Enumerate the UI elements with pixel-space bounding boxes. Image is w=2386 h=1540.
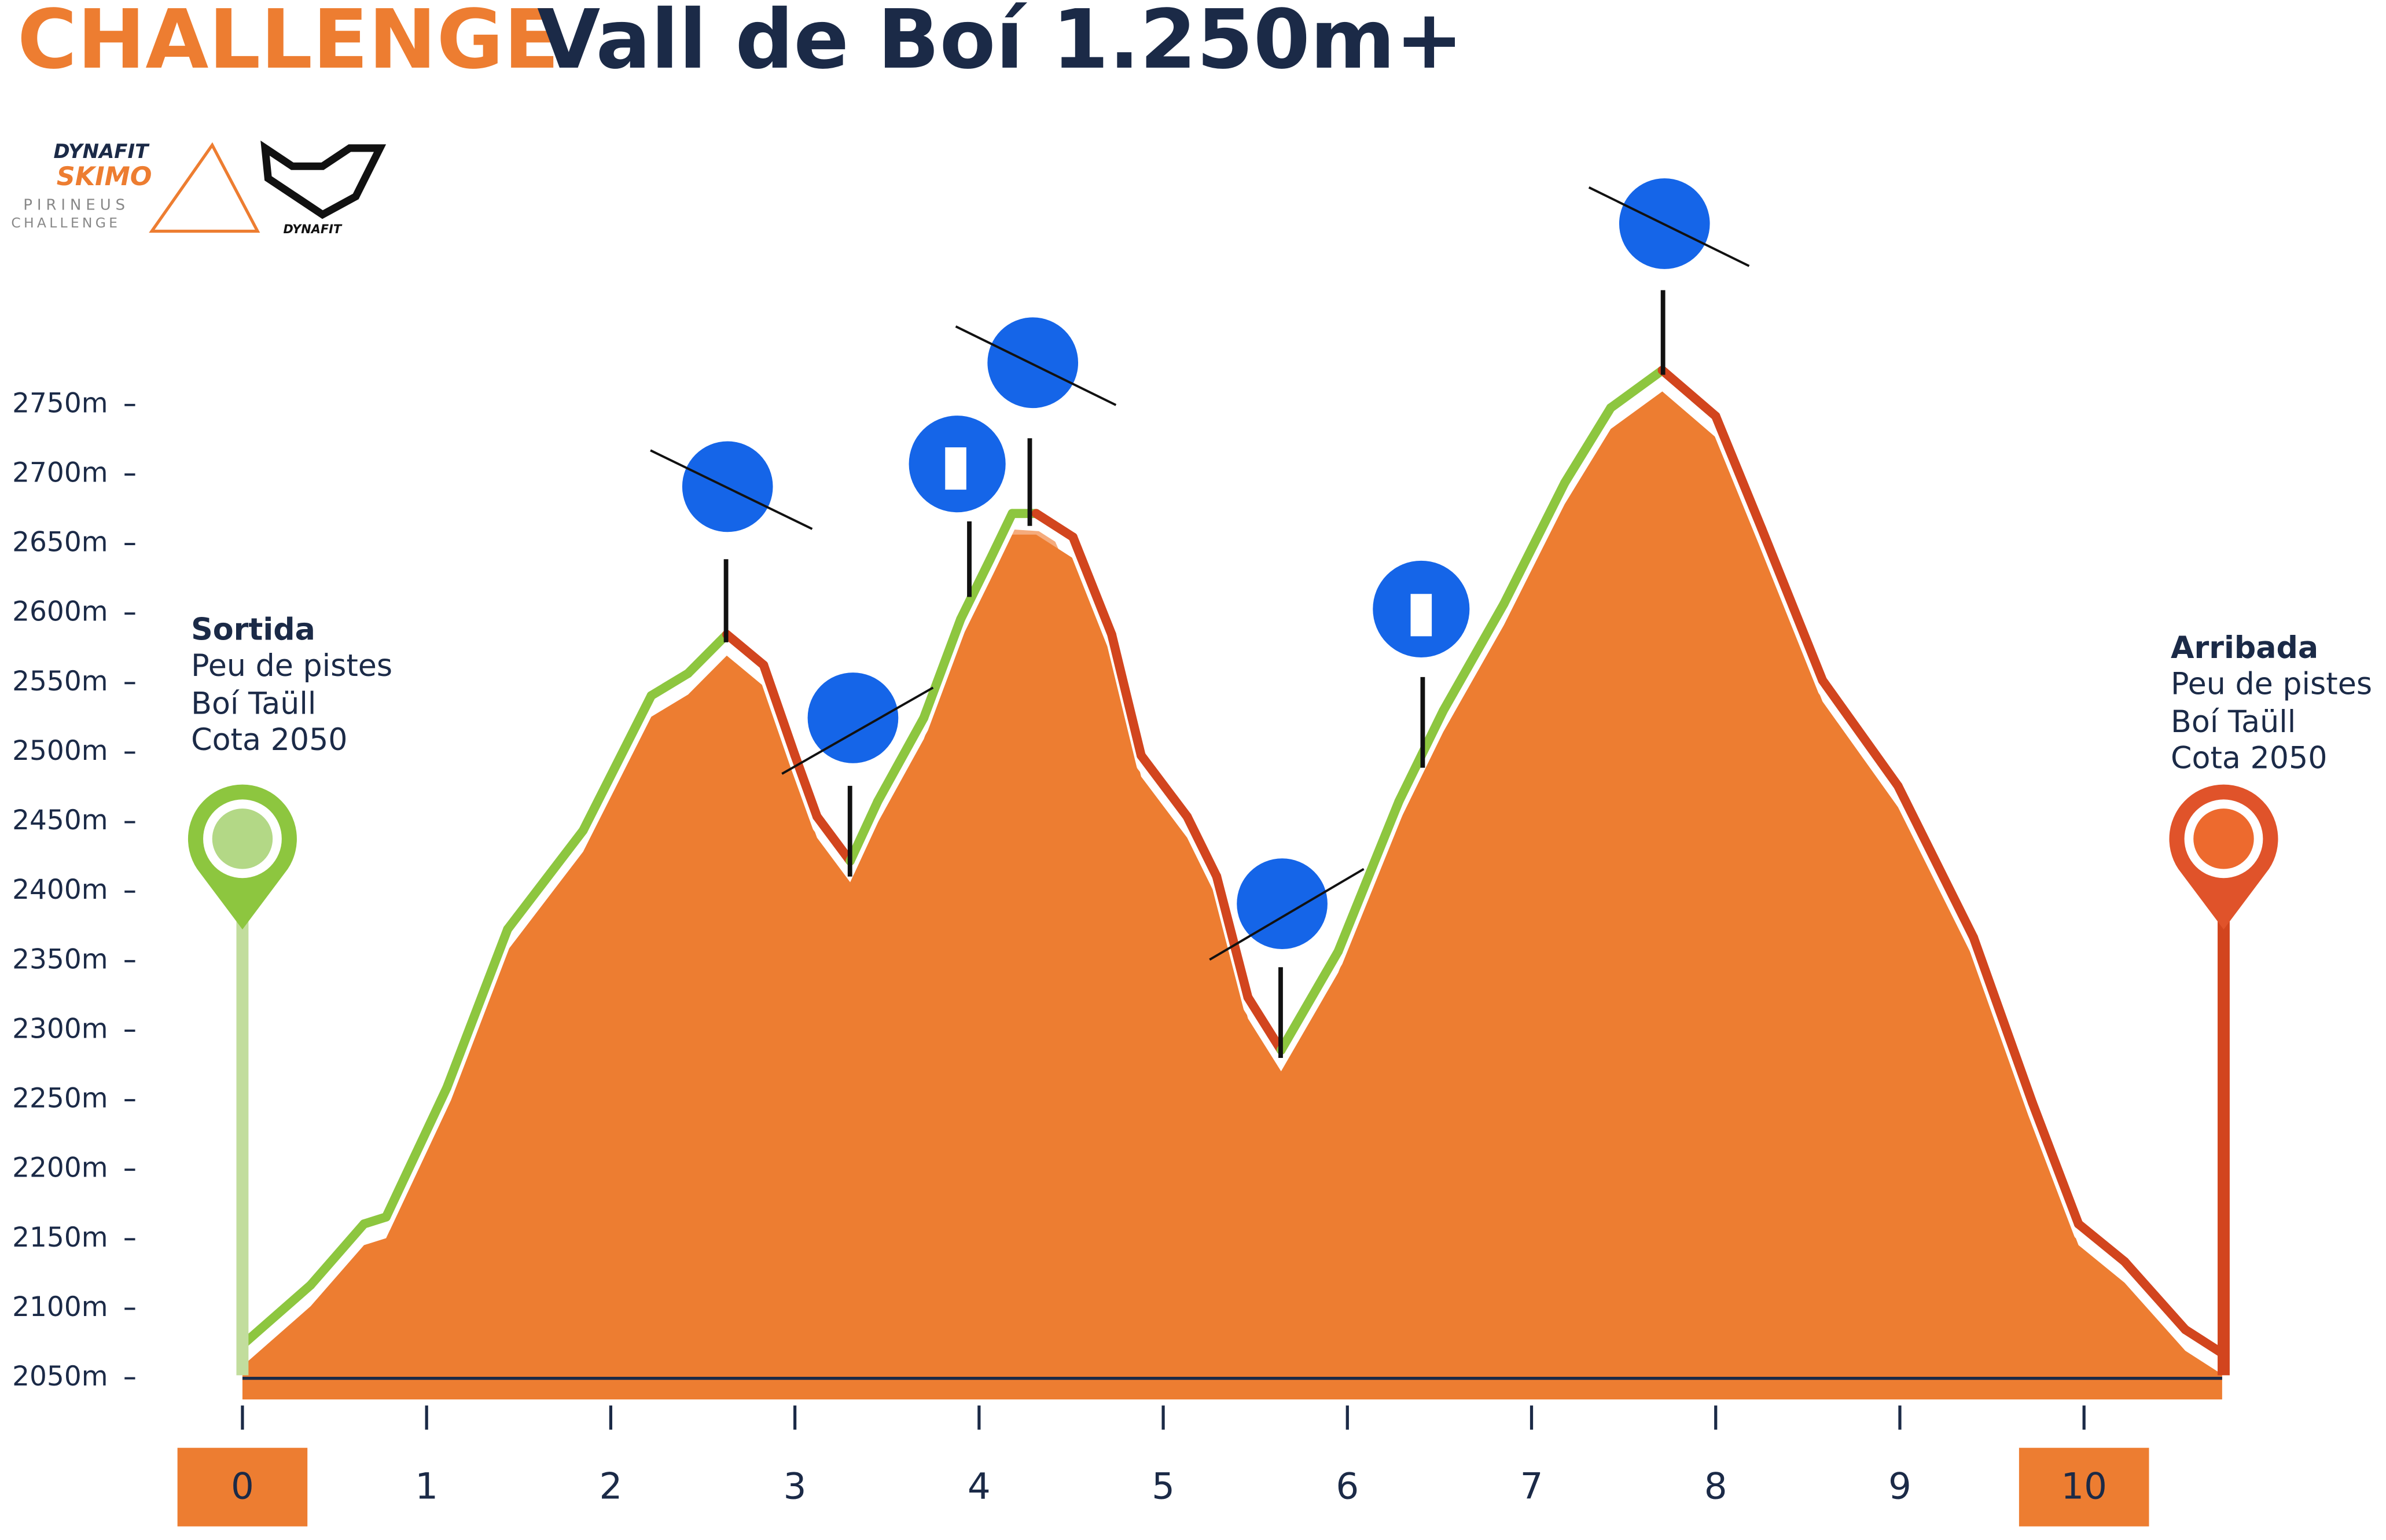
y-tick-label: 2050m: [12, 1361, 108, 1392]
y-tick-label: 2600m: [12, 596, 108, 628]
chart-title: CHALLENGE: [17, 0, 560, 87]
x-tick-label: 9: [1888, 1465, 1911, 1507]
route-segment: [790, 751, 822, 821]
route-segment: [442, 924, 513, 1093]
annotation: Arribada: [2171, 631, 2318, 666]
annotation: Cota 2050: [191, 723, 347, 758]
y-tick-label: 2100m: [12, 1291, 108, 1323]
x-tick-label: 0: [231, 1465, 254, 1507]
route-segment: [2120, 1256, 2190, 1335]
route-segment: [1711, 411, 1767, 534]
logo-cat: [260, 140, 387, 219]
chart-subtitle: Vall de Boí 1.250m+: [537, 0, 1464, 87]
route-segment: [1893, 781, 1979, 942]
route-segment: [1068, 532, 1116, 639]
y-tick-label: 2350m: [12, 943, 108, 975]
route-segment: [956, 554, 995, 624]
route-segment: [1243, 993, 1286, 1055]
x-tick-box: [2019, 1447, 2149, 1527]
x-tick-label: 5: [1152, 1465, 1175, 1507]
icons: [650, 178, 1750, 1058]
annotation: Cota 2050: [2171, 741, 2327, 776]
logo: DYNAFIT SKIMO PIRINEUS CHALLENGE DYNAFIT: [11, 140, 387, 236]
annotation: Boí Taüll: [2171, 705, 2296, 740]
route-segment: [1657, 365, 1720, 421]
route-segment: [1333, 796, 1404, 956]
annotation: Sortida: [191, 613, 315, 648]
route-segment: [1031, 509, 1078, 542]
route-segment: [986, 509, 1017, 564]
plot: [238, 365, 2227, 1400]
route-segment: [1107, 630, 1146, 760]
route-segment: [381, 1083, 452, 1222]
y-tick-label: 2200m: [12, 1152, 108, 1184]
route-segment: [759, 660, 800, 760]
y-tick-label: 2500m: [12, 735, 108, 767]
x-tick-label: 4: [968, 1465, 991, 1507]
route-segment: [1438, 599, 1509, 716]
y-tick-label: 2650m: [12, 527, 108, 558]
y-tick-label: 2250m: [12, 1083, 108, 1115]
logo-text: DYNAFIT: [283, 222, 342, 236]
y-tick-label: 2550m: [12, 666, 108, 697]
route-segment: [1182, 812, 1222, 881]
route-segment: [873, 713, 929, 806]
finish-pin: [2169, 784, 2278, 1376]
route-segment: [2028, 1098, 2083, 1229]
y-tick-label: 2450m: [12, 804, 108, 836]
x-tick-box: [177, 1447, 308, 1527]
route-segment: [1212, 872, 1253, 1002]
x-tick-label: 3: [784, 1465, 807, 1507]
route-segment: [578, 691, 656, 835]
x-tick-label: 1: [415, 1465, 438, 1507]
route-segment: [1969, 933, 2037, 1108]
logo-text: SKIMO: [57, 162, 152, 192]
x-tick-label: 7: [1520, 1465, 1543, 1507]
annotation: Boí Taüll: [191, 687, 316, 722]
annotation: Peu de pistes: [2171, 667, 2372, 702]
route-segment: [1606, 365, 1667, 413]
route-segment: [2073, 1219, 2130, 1266]
x-tick-label: 10: [2061, 1465, 2107, 1507]
route-segment: [1276, 947, 1343, 1055]
x-tick-label: 8: [1704, 1465, 1727, 1507]
y-tick-label: 2400m: [12, 874, 108, 906]
area: [242, 391, 2222, 1400]
y-tick-label: 2300m: [12, 1013, 108, 1045]
logo-text: DYNAFIT: [54, 140, 150, 163]
route-segment: [683, 630, 731, 678]
route-segment: [919, 614, 965, 723]
route-segment: [1137, 751, 1192, 821]
y-tick-label: 2700m: [12, 457, 108, 488]
y-tick-label: 2150m: [12, 1222, 108, 1254]
annotation: Peu de pistes: [191, 649, 392, 683]
route-segment: [503, 826, 588, 934]
route-segment: [1757, 524, 1828, 685]
route-segment: [2181, 1325, 2227, 1358]
logo-text: CHALLENGE: [11, 215, 120, 231]
x-tick-label: 2: [599, 1465, 622, 1507]
route-segment: [722, 630, 769, 670]
logo-text: PIRINEUS: [23, 197, 130, 214]
route-segment: [1499, 478, 1569, 609]
y-tick-label: 2750m: [12, 387, 108, 419]
route-segment: [812, 812, 855, 866]
route-segment: [238, 1280, 315, 1350]
route-segment: [845, 796, 883, 866]
route-segment: [1818, 675, 1903, 791]
start-pin: [188, 784, 297, 1376]
x-tick-label: 6: [1336, 1465, 1359, 1507]
route-segment: [1560, 403, 1616, 488]
logo-mountain: [149, 142, 260, 233]
route-segment: [646, 668, 693, 700]
route-segment: [306, 1219, 369, 1290]
